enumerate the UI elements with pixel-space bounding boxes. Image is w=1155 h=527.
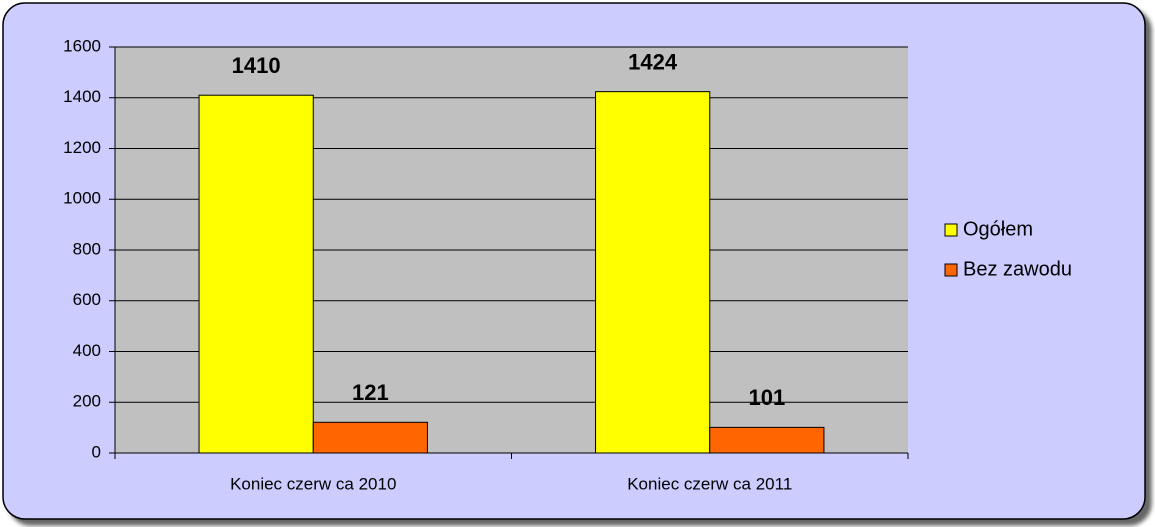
bar — [709, 426, 825, 454]
legend-label: Ogółem — [963, 218, 1033, 240]
legend-label: Bez zawodu — [963, 258, 1072, 280]
legend-swatch — [944, 263, 958, 277]
value-label: 1424 — [628, 49, 678, 74]
y-tick-label: 0 — [92, 442, 101, 461]
bar — [312, 421, 428, 454]
y-tick-label: 1400 — [63, 87, 101, 106]
bar — [198, 94, 314, 454]
y-tick-label: 800 — [73, 239, 101, 258]
value-label: 1410 — [232, 53, 281, 78]
x-tick-label: Koniec czerw ca 2011 — [627, 474, 792, 493]
y-tick-label: 1000 — [63, 189, 101, 208]
y-tick-label: 600 — [73, 290, 101, 309]
value-label: 121 — [352, 380, 389, 405]
value-label: 101 — [748, 385, 785, 410]
bar — [595, 91, 711, 454]
y-tick-label: 1200 — [63, 138, 101, 157]
y-tick-label: 200 — [73, 392, 101, 411]
y-tick-label: 400 — [73, 341, 101, 360]
x-tick-label: Koniec czerw ca 2010 — [230, 474, 396, 493]
y-tick-label: 1600 — [63, 36, 101, 55]
legend-swatch — [944, 223, 958, 237]
